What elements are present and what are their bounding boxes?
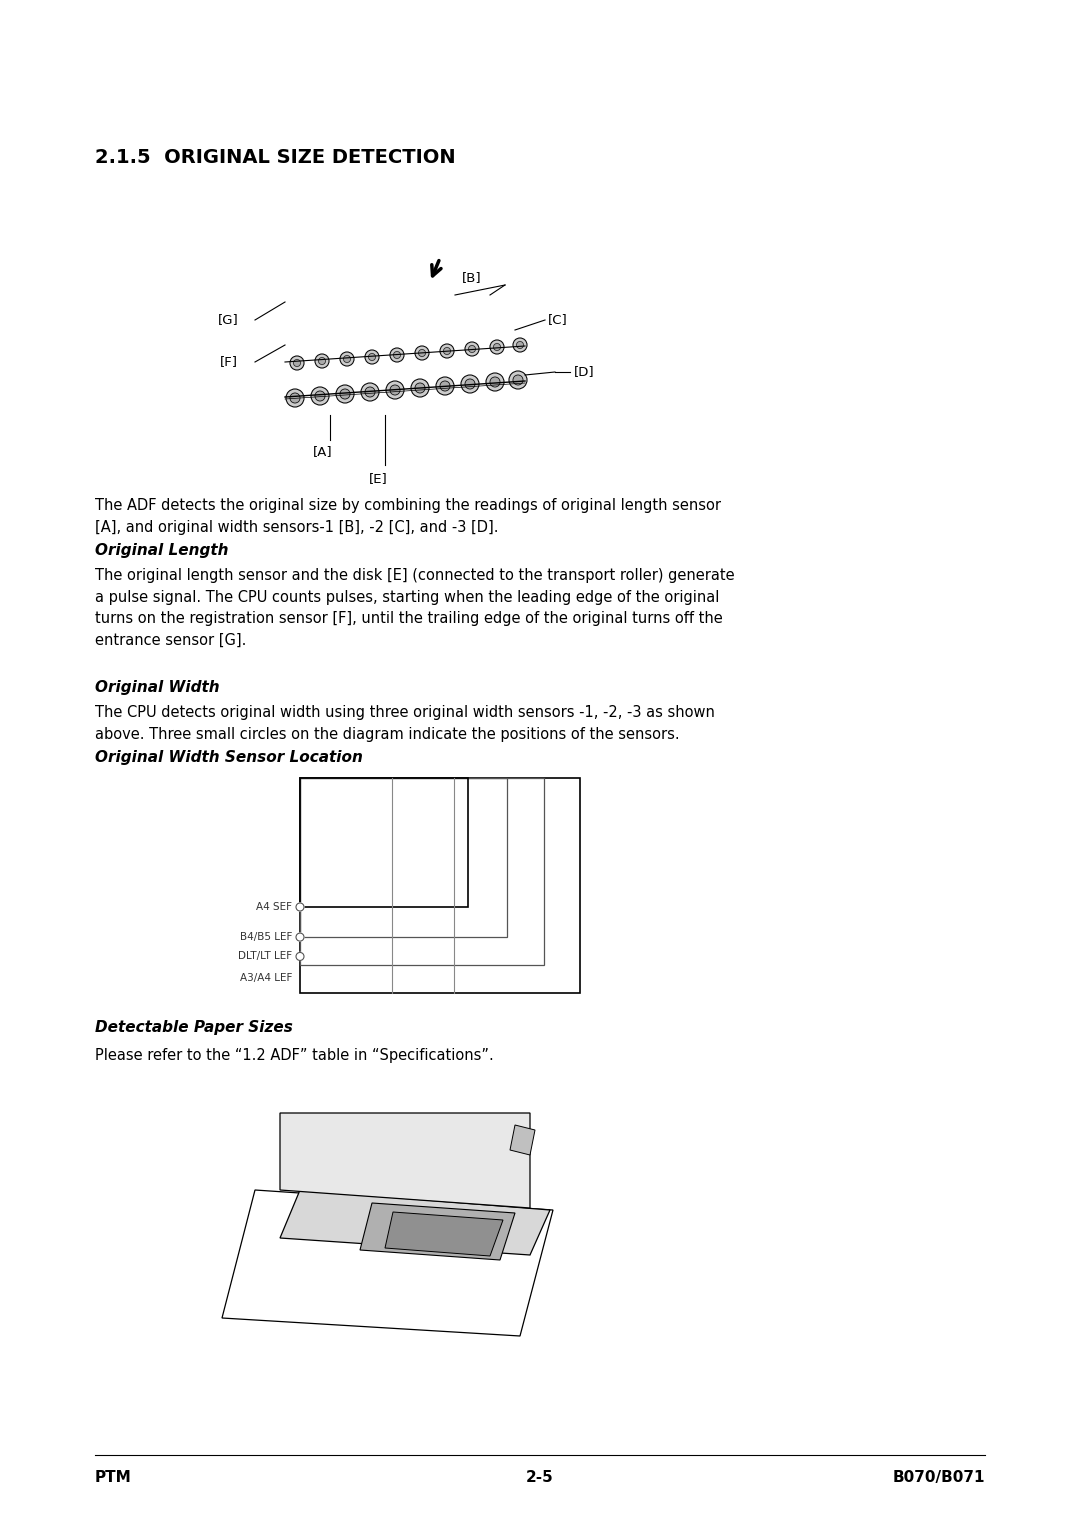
Bar	[300, 778, 508, 937]
Circle shape	[490, 341, 504, 354]
Text: 2.1.5  ORIGINAL SIZE DETECTION: 2.1.5 ORIGINAL SIZE DETECTION	[95, 148, 456, 167]
Circle shape	[296, 903, 303, 911]
Bar	[300, 778, 468, 908]
Text: Original Width Sensor Location: Original Width Sensor Location	[95, 750, 363, 766]
Polygon shape	[384, 1212, 503, 1256]
Circle shape	[340, 351, 354, 367]
Circle shape	[315, 391, 325, 400]
Polygon shape	[510, 1125, 535, 1155]
Circle shape	[315, 354, 329, 368]
Circle shape	[444, 347, 450, 354]
Circle shape	[294, 359, 300, 367]
Circle shape	[513, 338, 527, 351]
Text: [A]: [A]	[313, 445, 333, 458]
Text: The CPU detects original width using three original width sensors -1, -2, -3 as : The CPU detects original width using thr…	[95, 704, 715, 741]
Circle shape	[494, 344, 500, 350]
Circle shape	[411, 379, 429, 397]
Text: DLT/LT LEF: DLT/LT LEF	[238, 952, 292, 961]
Circle shape	[513, 374, 523, 385]
Circle shape	[415, 384, 426, 393]
Circle shape	[291, 356, 303, 370]
Polygon shape	[280, 1112, 530, 1209]
Text: Detectable Paper Sizes: Detectable Paper Sizes	[95, 1021, 293, 1034]
Text: [E]: [E]	[368, 472, 388, 484]
Text: The ADF detects the original size by combining the readings of original length s: The ADF detects the original size by com…	[95, 498, 721, 535]
Circle shape	[361, 384, 379, 400]
Text: [B]: [B]	[462, 270, 482, 284]
Text: B4/B5 LEF: B4/B5 LEF	[240, 932, 292, 943]
Text: PTM: PTM	[95, 1470, 132, 1485]
Circle shape	[486, 373, 504, 391]
Circle shape	[415, 345, 429, 361]
Circle shape	[390, 348, 404, 362]
Circle shape	[440, 344, 454, 358]
Circle shape	[390, 385, 400, 396]
Circle shape	[319, 358, 325, 365]
Text: A3/A4 LEF: A3/A4 LEF	[240, 973, 292, 983]
Bar	[300, 778, 543, 966]
Text: [G]: [G]	[218, 313, 239, 327]
Circle shape	[461, 374, 480, 393]
Circle shape	[465, 379, 475, 390]
Circle shape	[291, 393, 300, 403]
Circle shape	[490, 377, 500, 387]
Text: A4 SEF: A4 SEF	[256, 902, 292, 912]
Circle shape	[296, 934, 303, 941]
Circle shape	[465, 342, 480, 356]
Circle shape	[393, 351, 401, 359]
Circle shape	[336, 385, 354, 403]
Text: Please refer to the “1.2 ADF” table in “Specifications”.: Please refer to the “1.2 ADF” table in “…	[95, 1048, 494, 1063]
Polygon shape	[360, 1203, 515, 1261]
Text: Original Width: Original Width	[95, 680, 219, 695]
Text: The original length sensor and the disk [E] (connected to the transport roller) : The original length sensor and the disk …	[95, 568, 734, 648]
Text: B070/B071: B070/B071	[892, 1470, 985, 1485]
Text: 2-5: 2-5	[526, 1470, 554, 1485]
Circle shape	[469, 345, 475, 353]
Circle shape	[340, 390, 350, 399]
Text: [C]: [C]	[548, 313, 568, 327]
Bar	[300, 778, 580, 993]
Polygon shape	[222, 1190, 553, 1335]
Circle shape	[296, 952, 303, 961]
Circle shape	[440, 380, 450, 391]
Circle shape	[286, 390, 303, 406]
Polygon shape	[280, 1190, 550, 1254]
Text: [F]: [F]	[220, 356, 238, 368]
Circle shape	[419, 350, 426, 356]
Text: [D]: [D]	[573, 365, 595, 379]
Circle shape	[311, 387, 329, 405]
Text: Original Length: Original Length	[95, 542, 229, 558]
Circle shape	[365, 350, 379, 364]
Circle shape	[386, 380, 404, 399]
Circle shape	[516, 341, 524, 348]
Circle shape	[509, 371, 527, 390]
Circle shape	[365, 387, 375, 397]
Circle shape	[368, 353, 376, 361]
Circle shape	[343, 356, 351, 362]
Circle shape	[436, 377, 454, 396]
